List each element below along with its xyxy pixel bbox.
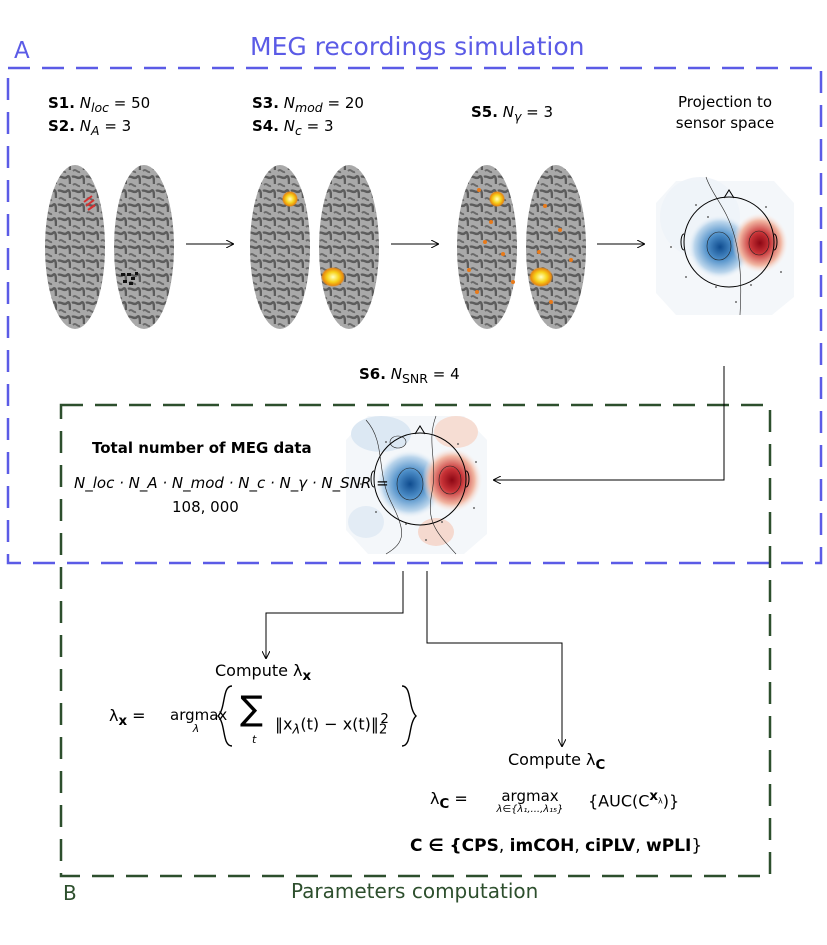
heading-sub: C [595, 758, 606, 774]
step-s4: S4. Nc = 3 [252, 115, 334, 142]
step-s1: S1. Nloc = 50 [48, 92, 150, 119]
operator-text: argmax [170, 706, 228, 724]
lambda-c-lhs: λC = [430, 789, 468, 813]
panel-b-frame [59, 403, 772, 878]
metric-item: CPS [461, 836, 499, 856]
step-s6: S6. NSNR = 4 [359, 363, 460, 390]
step-sub: SNR [401, 371, 428, 386]
activation-icon [321, 267, 345, 287]
topomap-icon [346, 415, 487, 555]
heading-sub: x [302, 669, 312, 685]
step-s3: S3. Nmod = 20 [252, 92, 364, 119]
step-symbol: N [283, 117, 295, 135]
norm-start: ‖x [275, 714, 293, 734]
step-sub: c [294, 123, 302, 138]
total-value: 108, 000 [172, 498, 239, 516]
right-brace [401, 685, 417, 747]
heading-text: Compute λ [508, 750, 596, 769]
step-label: S3. [252, 94, 279, 112]
metric-item: ciPLV [585, 836, 636, 856]
activation-icon [529, 267, 553, 287]
arrow-to-lambda-x [266, 571, 404, 658]
step-s2: S2. NA = 3 [48, 115, 131, 142]
operator-text: argmax [501, 787, 559, 805]
step-symbol: N [79, 94, 91, 112]
panel-a-frame [6, 66, 823, 565]
lambda-x-operator: argmax λ [170, 706, 228, 735]
norm-rest: (t) − x(t)‖ [300, 714, 379, 734]
activation-icon [489, 191, 505, 207]
metric-item: wPLI [646, 836, 692, 856]
sum-under: t [252, 733, 257, 746]
step-s5: S5. Nγ = 3 [471, 101, 553, 128]
activation-icon [282, 191, 298, 207]
step-value: = 4 [432, 365, 460, 383]
operator-under: λ [192, 722, 200, 735]
body-start: {AUC(C [588, 791, 650, 811]
norm-sub: 2 [378, 722, 388, 738]
projection-line-1: Projection to [678, 93, 772, 111]
step-sub: γ [513, 109, 522, 124]
lambda-x-lhs: λx = [109, 706, 146, 730]
step-sub: mod [294, 100, 323, 115]
heading-text: Compute λ [215, 661, 303, 680]
total-formula: N_loc · N_A · N_mod · N_c · N_γ · N_SNR … [74, 474, 389, 492]
step-label: S2. [48, 117, 75, 135]
lambda-c-heading: Compute λC [508, 750, 605, 773]
step-value: = 3 [526, 103, 554, 121]
topomap-icon [656, 176, 794, 316]
lhs-symbol: λ [109, 706, 119, 725]
brain-icon [45, 165, 174, 329]
step-value: = 3 [104, 117, 132, 135]
step-symbol: N [79, 117, 91, 135]
body-sup: x [649, 789, 659, 804]
panel-b-letter: B [63, 881, 77, 905]
step-value: = 20 [327, 94, 364, 112]
lhs-symbol: λ [430, 789, 440, 808]
step-label: S1. [48, 94, 75, 112]
lambda-x-heading: Compute λx [215, 661, 311, 684]
brain-icon [457, 165, 586, 329]
panel-a-title: MEG recordings simulation [250, 32, 585, 61]
norm-sup: 2 [380, 712, 389, 727]
panel-a-letter: A [14, 38, 30, 64]
lhs-sub: C [439, 797, 450, 813]
panel-b-title: Parameters computation [291, 879, 539, 903]
metrics-suffix: } [691, 836, 703, 856]
arrow-to-noisy-topomap [494, 366, 725, 480]
metrics-prefix: C ∈ { [410, 836, 462, 856]
step-label: S6. [359, 365, 386, 383]
total-title: Total number of MEG data [92, 439, 312, 457]
body-sup-sub: λ [658, 796, 663, 806]
step-value: = 50 [113, 94, 151, 112]
step-sub: A [90, 123, 100, 138]
brain-icon [250, 165, 379, 329]
arrow-to-lambda-c [426, 571, 562, 746]
projection-line-2: sensor space [675, 114, 775, 132]
step-symbol: N [502, 103, 514, 121]
body-end: )} [662, 791, 680, 811]
step-sub: loc [90, 100, 109, 115]
lhs-sub: x [118, 714, 128, 730]
lambda-c-operator: argmax λ∈{λ₁,...,λ₁₅} [478, 787, 582, 815]
metrics-set: C ∈ {CPS, imCOH, ciPLV, wPLI} [410, 836, 703, 856]
lambda-c-body: {AUC(Cxλ)} [588, 789, 679, 810]
sum-symbol: ∑ [240, 689, 263, 729]
step-label: S5. [471, 103, 498, 121]
metric-item: imCOH [509, 836, 575, 856]
step-value: = 3 [306, 117, 334, 135]
step-symbol: N [283, 94, 295, 112]
left-brace [217, 685, 233, 747]
lambda-x-norm: ‖xλ(t) − x(t)‖22 [275, 712, 389, 738]
projection-label: Projection to sensor space [660, 92, 790, 134]
step-label: S4. [252, 117, 279, 135]
step-symbol: N [390, 365, 402, 383]
operator-under: λ∈{λ₁,...,λ₁₅} [496, 804, 564, 815]
